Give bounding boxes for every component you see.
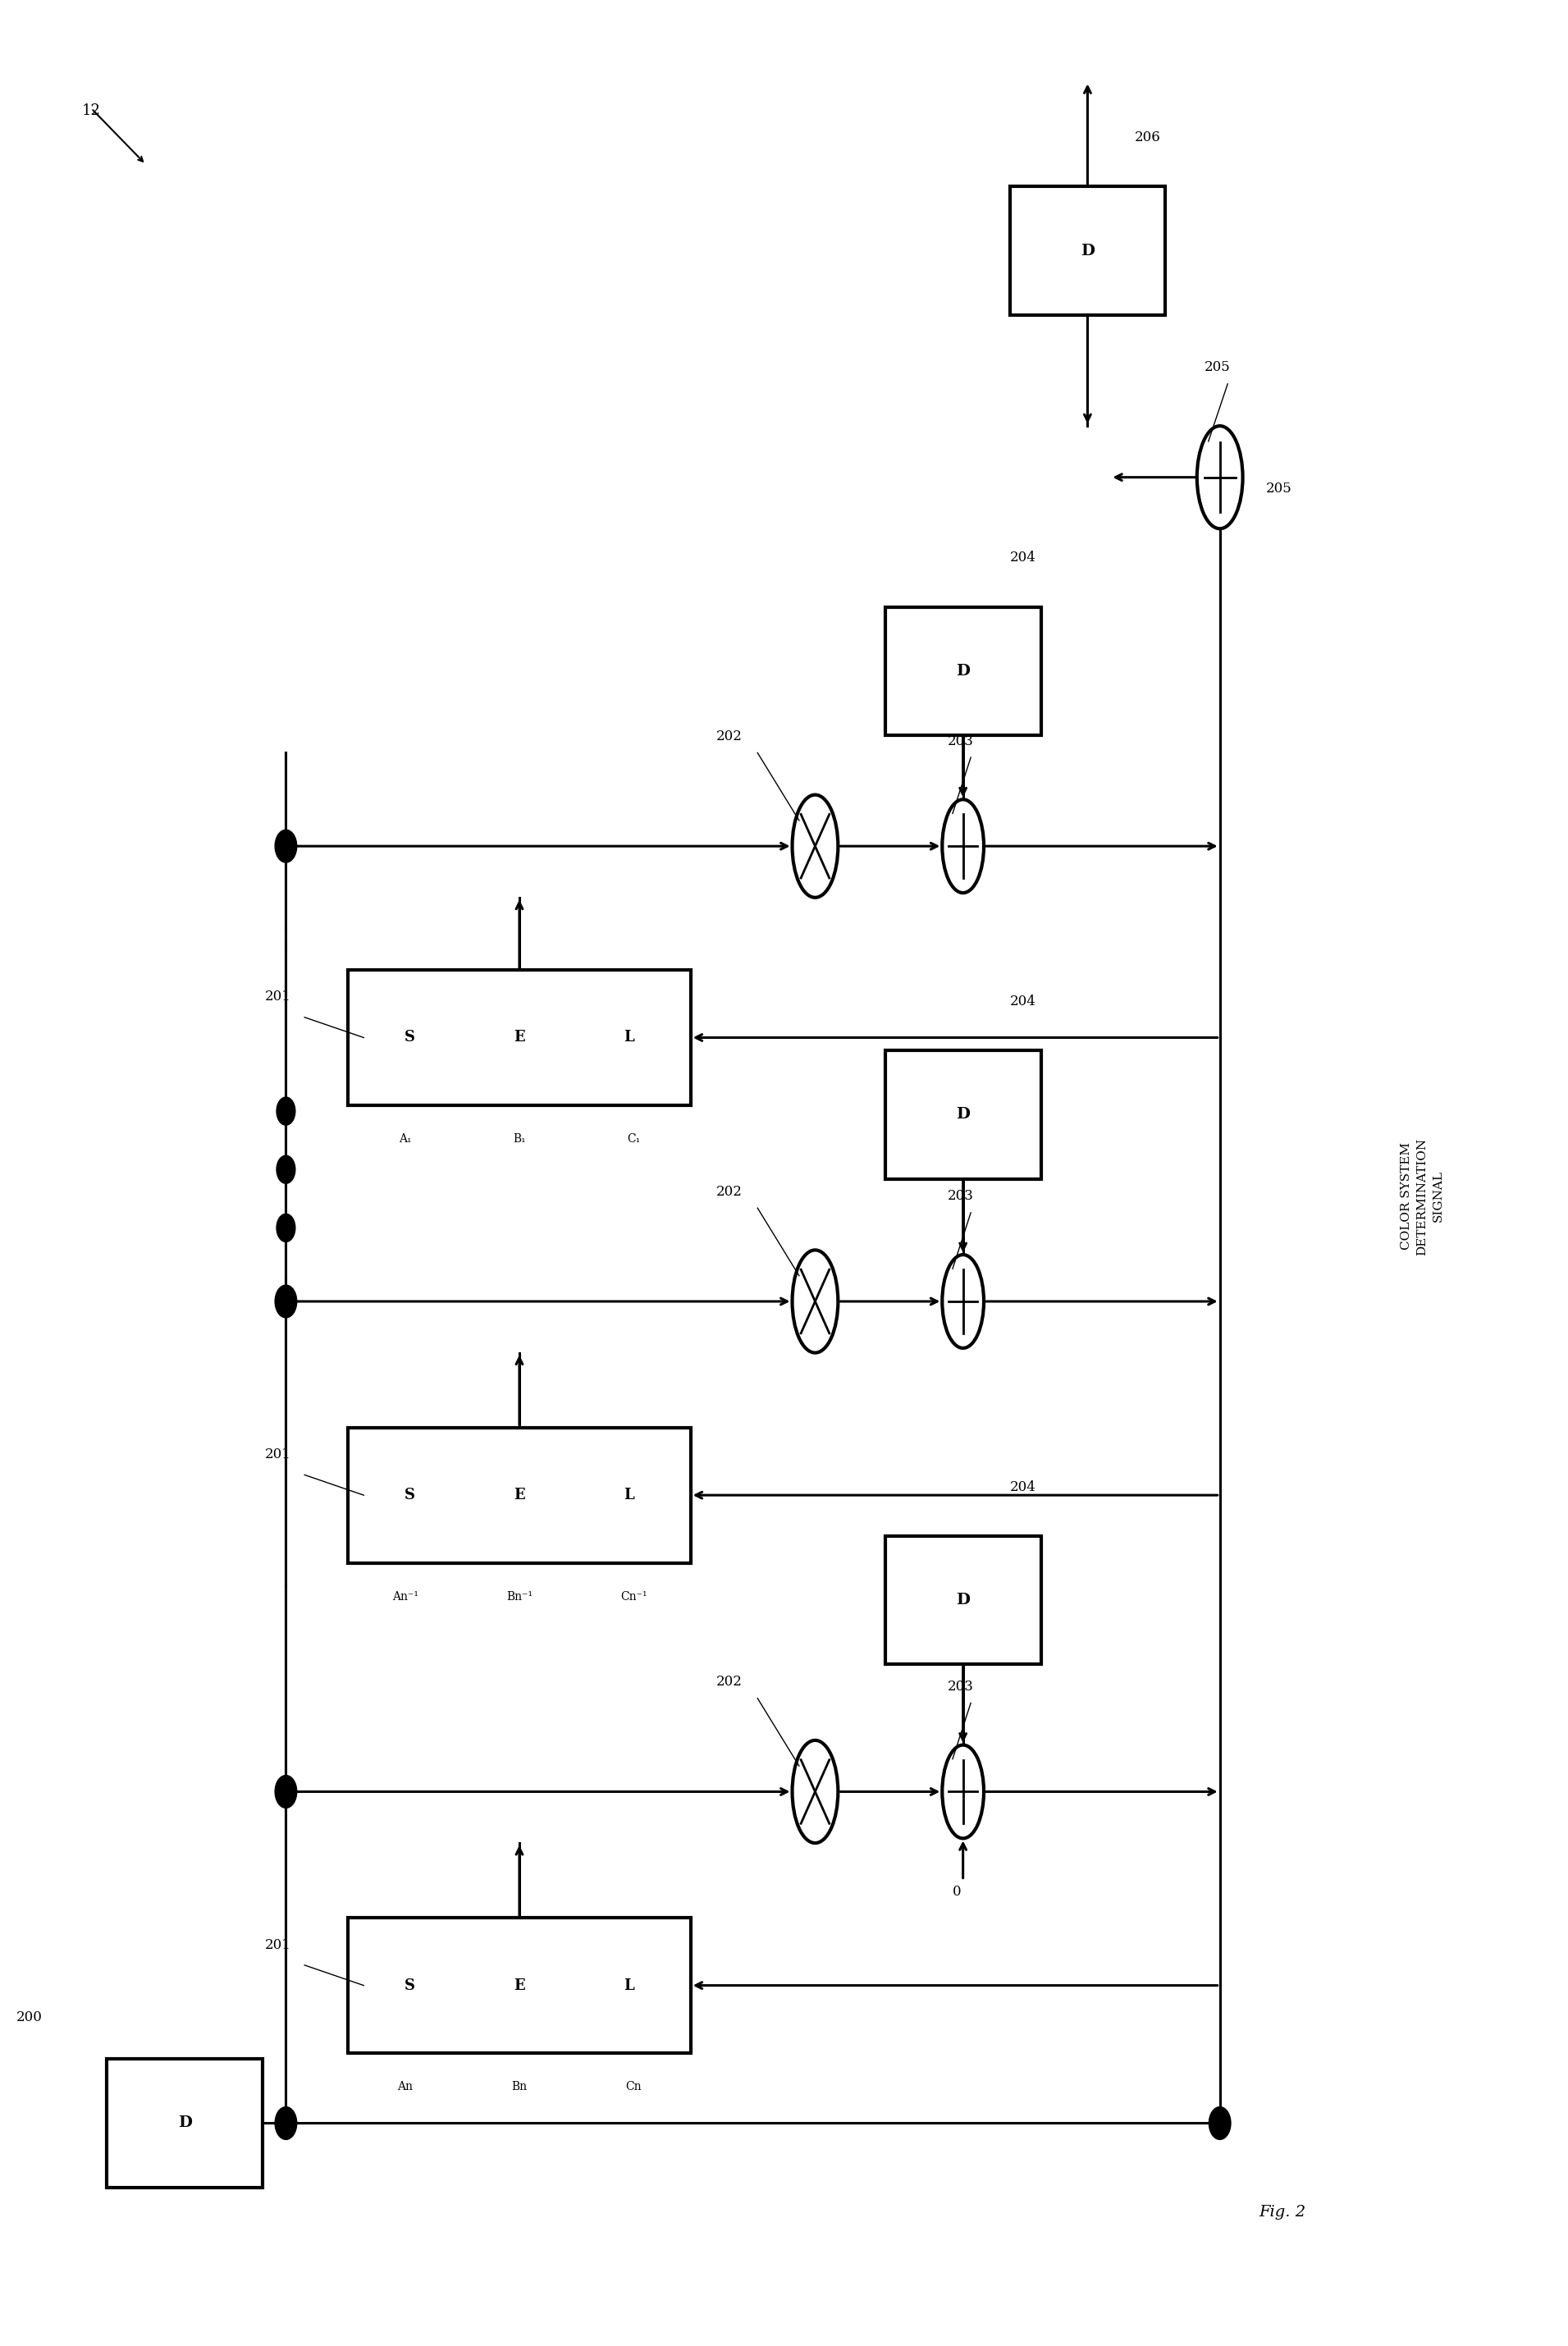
Text: E: E bbox=[514, 1978, 525, 1992]
Text: 201: 201 bbox=[265, 1447, 292, 1462]
Text: Cn⁻¹: Cn⁻¹ bbox=[621, 1591, 648, 1602]
Bar bbox=[348, 969, 690, 1105]
Text: L: L bbox=[624, 1030, 633, 1044]
Text: 202: 202 bbox=[717, 1675, 743, 1689]
Text: D: D bbox=[1080, 244, 1094, 258]
Circle shape bbox=[276, 1157, 295, 1182]
Text: L: L bbox=[624, 1487, 633, 1501]
Circle shape bbox=[274, 830, 296, 863]
Text: D: D bbox=[956, 1593, 971, 1607]
Text: A₁: A₁ bbox=[398, 1133, 411, 1145]
Text: 203: 203 bbox=[947, 734, 974, 748]
Ellipse shape bbox=[792, 1741, 837, 1844]
Ellipse shape bbox=[942, 800, 983, 894]
Ellipse shape bbox=[1196, 427, 1243, 528]
Circle shape bbox=[1209, 2107, 1231, 2140]
Text: D: D bbox=[177, 2116, 191, 2130]
Text: COLOR SYSTEM
DETERMINATION
SIGNAL: COLOR SYSTEM DETERMINATION SIGNAL bbox=[1400, 1138, 1444, 1255]
Bar bbox=[1010, 188, 1165, 314]
Text: B₁: B₁ bbox=[513, 1133, 525, 1145]
Text: C₁: C₁ bbox=[627, 1133, 640, 1145]
Text: S: S bbox=[405, 1978, 416, 1992]
Text: D: D bbox=[956, 1107, 971, 1121]
Bar bbox=[348, 1917, 690, 2053]
Ellipse shape bbox=[942, 1745, 983, 1839]
Text: 204: 204 bbox=[1010, 1480, 1036, 1494]
Text: 0: 0 bbox=[952, 1886, 961, 1898]
Text: 203: 203 bbox=[947, 1680, 974, 1694]
Circle shape bbox=[274, 1286, 296, 1318]
Text: 202: 202 bbox=[717, 730, 743, 744]
Bar bbox=[886, 608, 1041, 734]
Circle shape bbox=[274, 1776, 296, 1809]
Circle shape bbox=[276, 1098, 295, 1126]
Text: Fig. 2: Fig. 2 bbox=[1259, 2205, 1306, 2219]
Text: 202: 202 bbox=[717, 1185, 743, 1199]
Text: 200: 200 bbox=[16, 2011, 42, 2025]
Ellipse shape bbox=[942, 1255, 983, 1349]
Text: S: S bbox=[405, 1487, 416, 1501]
Text: L: L bbox=[624, 1978, 633, 1992]
Text: E: E bbox=[514, 1487, 525, 1501]
Text: Cn: Cn bbox=[626, 2081, 641, 2093]
Bar bbox=[886, 1537, 1041, 1663]
Text: 12: 12 bbox=[82, 103, 100, 117]
Bar bbox=[348, 1426, 690, 1562]
Circle shape bbox=[276, 1213, 295, 1241]
Text: 205: 205 bbox=[1265, 481, 1292, 495]
Circle shape bbox=[274, 2107, 296, 2140]
Text: 206: 206 bbox=[1134, 131, 1160, 145]
Text: 201: 201 bbox=[265, 1938, 292, 1952]
Text: An⁻¹: An⁻¹ bbox=[392, 1591, 419, 1602]
Text: E: E bbox=[514, 1030, 525, 1044]
Text: Bn: Bn bbox=[511, 2081, 527, 2093]
Text: D: D bbox=[956, 664, 971, 678]
Bar bbox=[107, 2060, 262, 2186]
Ellipse shape bbox=[792, 795, 837, 899]
Text: 205: 205 bbox=[1204, 361, 1231, 375]
Bar bbox=[886, 1051, 1041, 1178]
Text: S: S bbox=[405, 1030, 416, 1044]
Text: 204: 204 bbox=[1010, 995, 1036, 1009]
Text: 203: 203 bbox=[947, 1189, 974, 1203]
Text: 204: 204 bbox=[1010, 551, 1036, 565]
Text: Bn⁻¹: Bn⁻¹ bbox=[506, 1591, 533, 1602]
Ellipse shape bbox=[792, 1250, 837, 1354]
Text: 201: 201 bbox=[265, 990, 292, 1004]
Text: An: An bbox=[397, 2081, 412, 2093]
